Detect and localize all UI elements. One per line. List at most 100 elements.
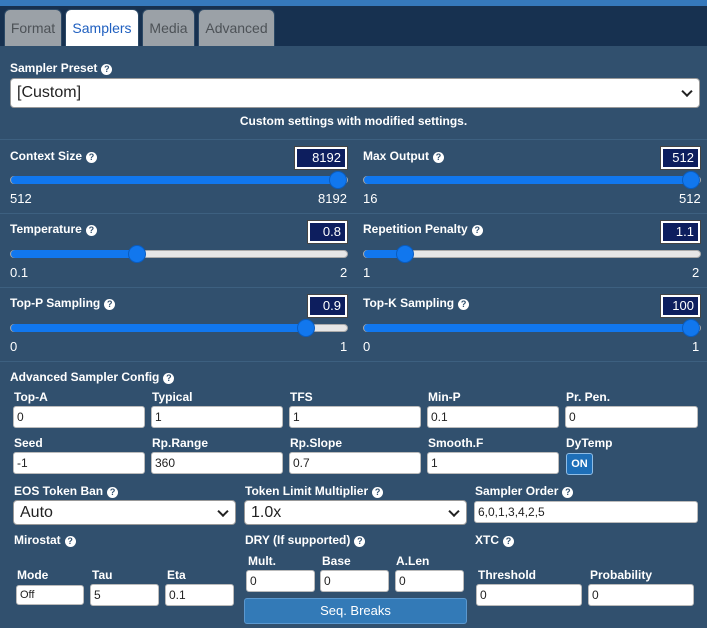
rp-slope-label: Rp.Slope (290, 436, 343, 450)
pr-pen-input[interactable]: 0 (565, 406, 698, 428)
slider-thumb[interactable] (329, 171, 347, 189)
help-icon[interactable]: ? (372, 487, 384, 498)
repetition-penalty-slider[interactable] (363, 245, 701, 263)
divider (0, 361, 707, 362)
xtc-probability-input[interactable]: 0 (588, 584, 694, 606)
context-size-input[interactable]: 8192 (294, 146, 348, 170)
context-size-max: 8192 (318, 191, 347, 206)
smooth-f-label: Smooth.F (428, 436, 484, 450)
top-a-input[interactable]: 0 (13, 406, 145, 428)
tab-advanced[interactable]: Advanced (198, 9, 275, 46)
repetition-penalty-max: 2 (692, 265, 700, 280)
max-output-slider[interactable] (363, 171, 701, 189)
sampler-preset-value: [Custom] (17, 84, 82, 101)
rp-range-label: Rp.Range (152, 436, 209, 450)
temperature-slider[interactable] (10, 245, 348, 263)
help-icon[interactable]: ? (163, 373, 175, 384)
top-p-label: Top-P Sampling? (10, 296, 116, 310)
dry-label: DRY (If supported)? (245, 533, 366, 547)
sampler-preset-label: Sampler Preset? (10, 61, 113, 75)
eos-token-ban-value: Auto (20, 503, 53, 521)
sampler-order-label: Sampler Order? (475, 484, 574, 498)
top-k-max: 1 (692, 339, 700, 354)
dytemp-toggle[interactable]: ON (566, 453, 593, 475)
xtc-probability-label: Probability (590, 568, 653, 582)
help-icon[interactable]: ? (107, 487, 119, 498)
help-icon[interactable]: ? (64, 536, 76, 547)
dry-alen-input[interactable]: 0 (395, 570, 464, 592)
help-icon[interactable]: ? (104, 299, 116, 310)
top-k-input[interactable]: 100 (660, 294, 701, 318)
top-p-input[interactable]: 0.9 (307, 294, 348, 318)
temperature-input[interactable]: 0.8 (307, 220, 348, 244)
dry-mult-input[interactable]: 0 (246, 570, 315, 592)
top-a-label: Top-A (14, 390, 48, 404)
dry-alen-label: A.Len (396, 554, 430, 568)
rp-range-input[interactable]: 360 (151, 452, 283, 474)
eos-token-ban-select[interactable]: Auto (13, 500, 236, 525)
seed-input[interactable]: -1 (13, 452, 145, 474)
slider-thumb[interactable] (297, 319, 315, 337)
mirostat-eta-label: Eta (167, 568, 186, 582)
top-k-label: Top-K Sampling? (363, 296, 470, 310)
top-p-slider[interactable] (10, 319, 348, 337)
tab-samplers[interactable]: Samplers (65, 9, 139, 46)
typical-input[interactable]: 1 (151, 406, 283, 428)
chevron-down-icon (448, 505, 460, 517)
dry-base-label: Base (322, 554, 351, 568)
tfs-label: TFS (290, 390, 313, 404)
context-size-label: Context Size? (10, 149, 98, 163)
help-icon[interactable]: ? (85, 225, 97, 236)
help-icon[interactable]: ? (458, 299, 470, 310)
help-icon[interactable]: ? (503, 536, 514, 547)
min-p-input[interactable]: 0.1 (427, 406, 559, 428)
sampler-preset-select[interactable]: [Custom] (10, 78, 700, 108)
top-k-min: 0 (363, 339, 371, 354)
dry-base-input[interactable]: 0 (320, 570, 389, 592)
token-limit-value: 1.0x (251, 503, 282, 521)
slider-thumb[interactable] (682, 171, 700, 189)
repetition-penalty-min: 1 (363, 265, 371, 280)
help-icon[interactable]: ? (101, 64, 113, 75)
dry-mult-label: Mult. (248, 554, 276, 568)
pr-pen-label: Pr. Pen. (566, 390, 611, 404)
slider-thumb[interactable] (128, 245, 146, 263)
help-icon[interactable]: ? (562, 487, 574, 498)
help-icon[interactable]: ? (86, 152, 98, 163)
tab-media[interactable]: Media (142, 9, 195, 46)
help-icon[interactable]: ? (433, 152, 444, 163)
slider-thumb[interactable] (396, 245, 414, 263)
repetition-penalty-input[interactable]: 1.1 (660, 220, 701, 244)
max-output-label: Max Output? (363, 149, 444, 163)
help-icon[interactable]: ? (471, 225, 483, 236)
xtc-threshold-input[interactable]: 0 (476, 584, 582, 606)
divider (0, 287, 707, 288)
typical-label: Typical (152, 390, 193, 404)
top-p-max: 1 (340, 339, 348, 354)
temperature-max: 2 (340, 265, 348, 280)
dytemp-label: DyTemp (566, 436, 613, 450)
top-k-slider[interactable] (363, 319, 701, 337)
help-icon[interactable]: ? (354, 536, 366, 547)
mirostat-tau-input[interactable]: 5 (90, 584, 159, 606)
seq-breaks-button[interactable]: Seq. Breaks (244, 598, 467, 624)
mirostat-mode-select[interactable]: Off (16, 585, 84, 605)
temperature-label: Temperature? (10, 222, 97, 236)
context-size-slider[interactable] (10, 171, 348, 189)
mirostat-eta-input[interactable]: 0.1 (165, 584, 234, 606)
max-output-min: 16 (363, 191, 378, 206)
chevron-down-icon (681, 85, 693, 98)
tfs-input[interactable]: 1 (289, 406, 421, 428)
rp-slope-input[interactable]: 0.7 (289, 452, 421, 474)
sampler-order-input[interactable]: 6,0,1,3,4,2,5 (474, 501, 698, 523)
preset-note: Custom settings with modified settings. (239, 114, 468, 128)
max-output-input[interactable]: 512 (660, 146, 701, 170)
slider-thumb[interactable] (682, 319, 700, 337)
smooth-f-input[interactable]: 1 (427, 452, 559, 474)
divider (0, 139, 707, 140)
advanced-config-title: Advanced Sampler Config? (10, 370, 175, 384)
mirostat-label: Mirostat? (14, 533, 76, 547)
token-limit-select[interactable]: 1.0x (244, 500, 467, 525)
min-p-label: Min-P (428, 390, 461, 404)
tab-format[interactable]: Format (4, 9, 62, 46)
